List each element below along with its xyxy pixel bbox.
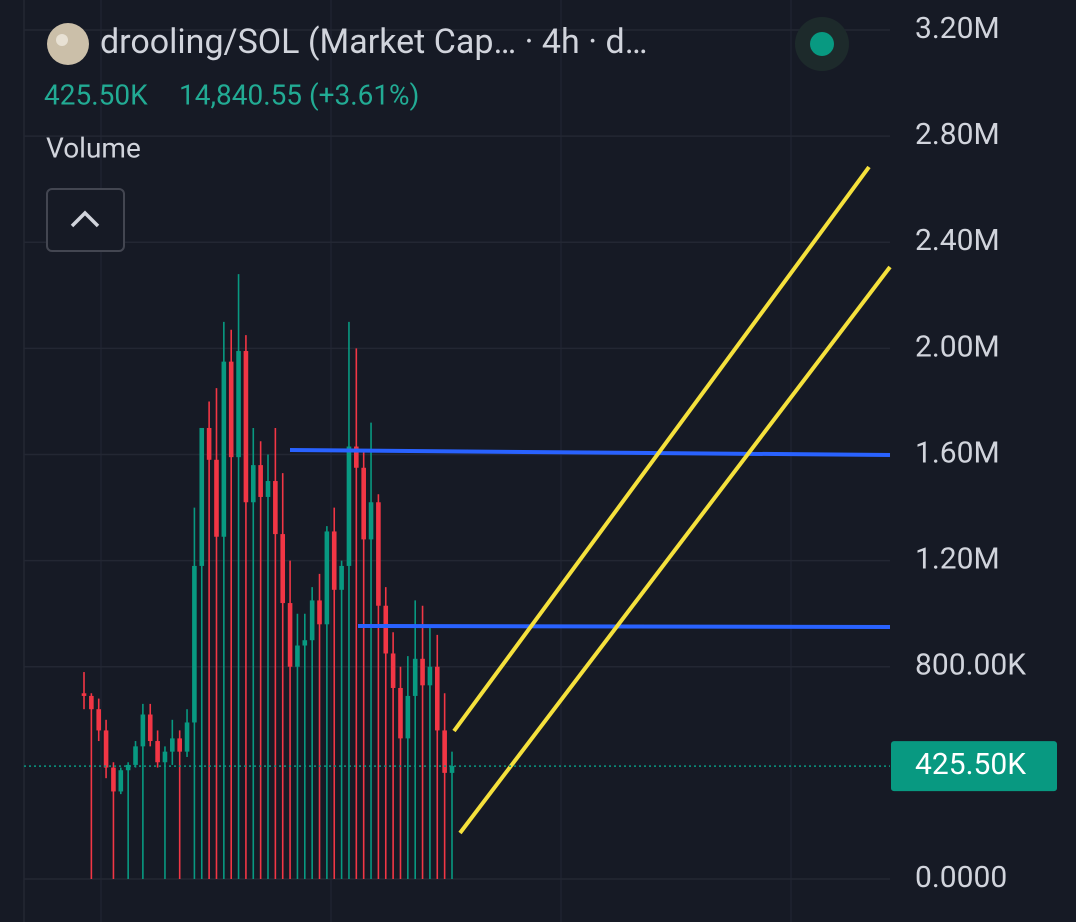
candle-body [111,767,116,792]
grid [24,29,890,880]
candle-body [287,603,293,667]
y-tick-label: 2.80M [915,117,1000,152]
candle-body [155,741,160,763]
legend-change: 14,840.55 (+3.61%) [179,78,419,111]
status-dot [810,32,834,56]
chevron-icon [70,210,100,228]
candle-body [302,640,308,646]
candle-body [140,714,146,747]
candle-body [434,666,440,731]
candle-body [376,502,381,606]
price-axis: 0.0000 800.00K 1.20M 1.60M 2.00M 2.40M 2.80M 3.… [24,11,1057,895]
y-tick-label: 2.00M [915,329,1000,364]
y-tick-label: 2.40M [915,223,1000,258]
candle-body [346,446,352,566]
candle-body [339,565,344,590]
candle-body [258,465,263,497]
study-label[interactable]: Volume [46,131,141,164]
candle-body [390,653,396,688]
last-price-tag [891,741,1057,792]
avatar[interactable] [47,23,89,65]
candle-body [309,600,315,641]
y-tick-label: 0.0000 [915,860,1007,895]
candle-body [162,751,168,763]
trend-line [452,165,871,733]
legend-value: 425.50K [44,78,148,111]
horizontal-line [289,448,891,457]
symbol-title[interactable]: drooling/SOL (Market Cap… · 4h · d… [100,22,647,62]
last-price-label: 425.50K [915,747,1026,782]
candle-body [96,709,102,731]
candles [81,274,455,879]
candle-body [199,427,205,566]
candle-body [265,481,271,497]
candle-body [236,351,241,458]
drawings [289,165,892,835]
candle-body [449,766,455,773]
candle-body [420,658,425,686]
candle-body [125,764,131,771]
y-tick-label: 3.20M [915,11,1000,46]
candle-body [405,695,411,739]
candle-body [184,722,190,752]
candle-body [177,738,182,752]
candle-body [280,534,286,604]
candle-body [147,714,153,742]
candle-body [206,427,212,460]
candle-body [295,645,300,667]
candle-body [89,695,94,710]
candle-body [250,465,256,503]
y-tick-label: 1.20M [915,542,1000,577]
candle-body [228,361,234,458]
y-tick-label: 1.60M [915,435,1000,470]
candle-body [317,600,322,625]
trend-line [458,265,892,835]
candle-body [383,605,389,654]
candle-body [118,770,124,792]
candle-body [442,730,447,773]
candle-body [221,361,227,537]
candle-body [192,565,197,723]
vertical-grid [100,0,792,922]
y-tick-label: 800.00K [915,648,1026,683]
candle-body [324,531,330,625]
candle-body [214,459,219,537]
avatar-detail [56,34,68,46]
candle-body [398,687,403,739]
candle-body [368,502,374,540]
candle-body [354,446,359,468]
candle-body [103,730,109,768]
candle-body [331,531,337,590]
candle-body [133,746,138,765]
candle-body [170,738,175,752]
candle-body [81,693,87,696]
candle-body [361,467,366,540]
candle-body [243,351,249,503]
candle-body [273,481,278,535]
candle-body [427,666,433,686]
candle-body [412,658,418,696]
collapse-button[interactable] [46,188,125,252]
horizontal-line [357,624,891,629]
